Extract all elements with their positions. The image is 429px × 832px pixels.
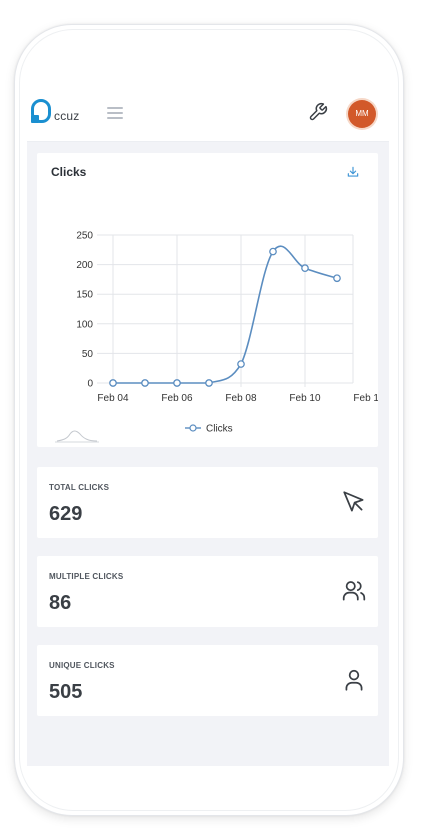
data-point — [269, 247, 277, 256]
clicks-line-chart: 0 50 100 150 200 250 Feb 04 Feb 06 Feb 08 Feb 10 F… — [55, 231, 378, 443]
y-tick-label: 50 — [82, 349, 94, 360]
unique-clicks-card: UNIQUE CLICKS 505 — [37, 645, 378, 716]
y-tick-label: 200 — [76, 260, 93, 271]
y-tick-label: 150 — [76, 290, 93, 301]
wrench-icon[interactable] — [308, 102, 328, 122]
clicks-chart-card: Clicks 0 50 100 150 200 250 Feb 04 Feb 06 Feb 08… — [37, 153, 378, 447]
legend-swatch-marker — [189, 424, 197, 432]
users-icon — [342, 581, 366, 601]
total-clicks-value: 629 — [49, 503, 83, 525]
x-tick-label: Feb 08 — [225, 393, 257, 404]
y-tick-label: 0 — [87, 379, 93, 390]
multiple-clicks-card: MULTIPLE CLICKS 86 — [37, 556, 378, 627]
app-screen: ccuz MM Clicks 0 50 100 150 200 250 Feb 04 Feb … — [27, 86, 389, 766]
x-tick-label: Feb 04 — [97, 393, 129, 404]
unique-clicks-value: 505 — [49, 681, 83, 703]
total-clicks-label: TOTAL CLICKS — [49, 483, 110, 492]
mini-overview-sparkline — [56, 430, 98, 442]
logo-mark-icon — [31, 99, 51, 123]
unique-clicks-label: UNIQUE CLICKS — [49, 661, 115, 670]
x-tick-label: Feb 06 — [161, 393, 193, 404]
data-point — [173, 379, 181, 387]
multiple-clicks-label: MULTIPLE CLICKS — [49, 572, 124, 581]
chart-title: Clicks — [51, 165, 87, 179]
hamburger-menu-icon[interactable] — [107, 107, 123, 120]
phone-bezel — [19, 29, 399, 811]
series-line-clicks — [112, 245, 338, 384]
top-bar: ccuz MM — [27, 86, 389, 142]
user-icon — [345, 669, 363, 691]
logo-text: ccuz — [54, 109, 80, 123]
download-icon[interactable] — [346, 165, 360, 179]
data-point — [237, 360, 245, 368]
data-point — [301, 264, 309, 273]
x-tick-label: Feb 12 — [353, 393, 378, 404]
cursor-arrow-icon — [343, 491, 364, 512]
data-point — [109, 379, 117, 387]
data-point — [333, 274, 341, 283]
data-point — [141, 379, 149, 387]
y-tick-label: 250 — [76, 231, 93, 242]
x-tick-label: Feb 10 — [289, 393, 321, 404]
total-clicks-card: TOTAL CLICKS 629 — [37, 467, 378, 538]
y-tick-label: 100 — [76, 319, 93, 330]
legend-label-clicks: Clicks — [206, 424, 233, 435]
data-point — [205, 379, 213, 387]
multiple-clicks-value: 86 — [49, 592, 72, 614]
logo-dot — [31, 115, 39, 123]
avatar[interactable]: MM — [348, 100, 376, 128]
